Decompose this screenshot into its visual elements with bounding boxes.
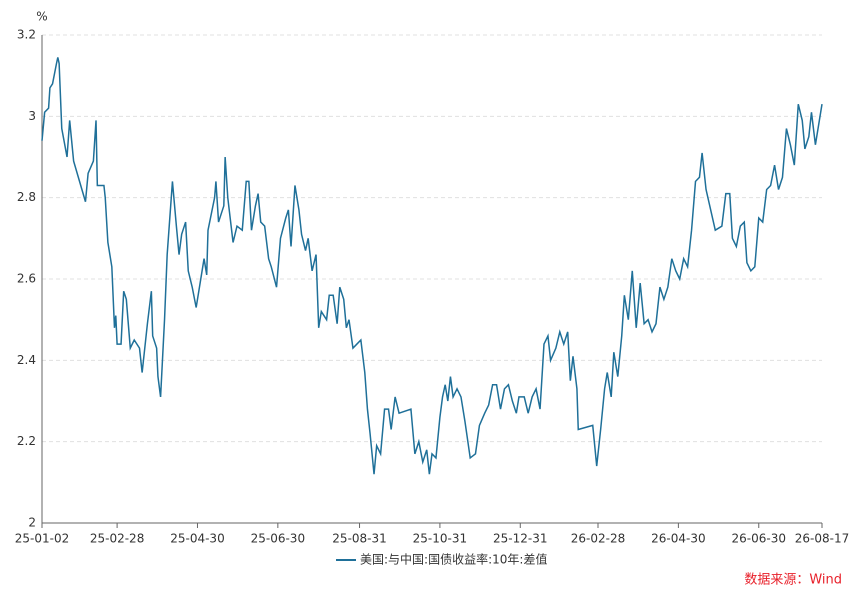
x-tick-label: 26-04-30 [651, 532, 705, 546]
x-tick-label: 25-08-31 [332, 532, 386, 546]
legend-label: 美国:与中国:国债收益率:10年:差值 [360, 552, 547, 567]
y-tick-label: 2 [28, 516, 36, 530]
x-tick-label: 25-04-30 [170, 532, 224, 546]
x-tick-label: 25-02-28 [90, 532, 144, 546]
x-tick-label: 25-10-31 [413, 532, 467, 546]
x-tick-label: 25-12-31 [493, 532, 547, 546]
y-tick-label: 2.6 [17, 272, 36, 286]
y-unit: % [36, 10, 47, 24]
source: 数据来源：Wind [744, 573, 842, 588]
y-tick-label: 3 [28, 109, 36, 123]
line-series [41, 57, 823, 475]
y-tick-label: 2.2 [17, 434, 36, 448]
x-tick-label: 25-01-02 [15, 532, 69, 546]
y-tick-label: 3.2 [17, 28, 36, 42]
x-tick-label: 26-08-17 [795, 532, 849, 546]
x-tick-label: 26-06-30 [732, 532, 786, 546]
y-tick-label: 2.8 [17, 190, 36, 204]
y-tick-label: 2.4 [17, 353, 36, 367]
x-tick-label: 25-06-30 [251, 532, 305, 546]
x-tick-label: 26-02-28 [571, 532, 625, 546]
